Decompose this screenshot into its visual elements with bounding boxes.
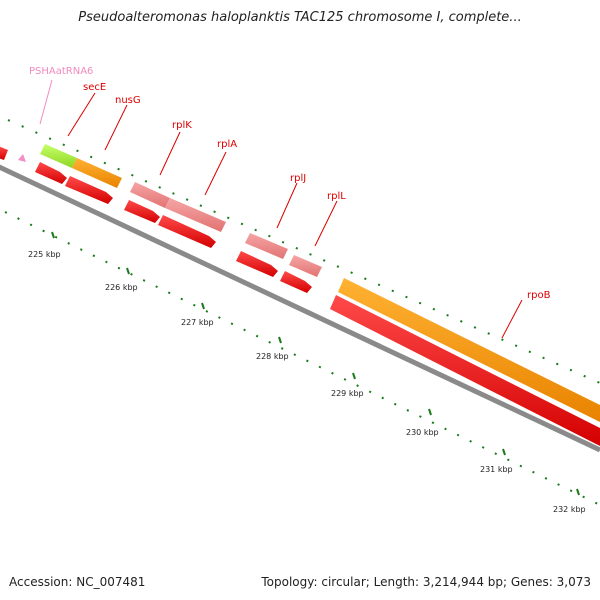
scale-label: 226 kbp (105, 283, 138, 292)
gene-label-secE[interactable]: secE (83, 82, 106, 93)
rplK-gene-feature[interactable] (130, 182, 170, 208)
map-title: Pseudoalteromonas haloplanktis TAC125 ch… (78, 10, 522, 25)
scale-label: 230 kbp (406, 428, 439, 437)
gene-label-rplJ[interactable]: rplJ (290, 173, 306, 184)
gene-label-rplL[interactable]: rplL (327, 191, 346, 202)
cds-track (0, 146, 600, 446)
gene-labels: PSHAatRNA6 secE nusG rplK rplA rplJ rplL… (29, 66, 551, 301)
accession-label: Accession: NC_007481 (9, 575, 146, 589)
scale-label: 231 kbp (480, 465, 513, 474)
scale-label: 227 kbp (181, 318, 214, 327)
rplK-cds-arrow[interactable] (124, 200, 160, 223)
nusG-cds-arrow[interactable] (65, 176, 113, 204)
gene-label-nusG[interactable]: nusG (115, 95, 141, 106)
gene-label-PSHAatRNA6[interactable]: PSHAatRNA6 (29, 66, 93, 77)
secE-gene-feature[interactable] (72, 158, 122, 188)
scale-label: 225 kbp (28, 250, 61, 259)
secE-cds-arrow[interactable] (35, 162, 67, 184)
gene-label-rplA[interactable]: rplA (217, 139, 237, 150)
scale-label: 228 kbp (256, 352, 289, 361)
outer-tick-track (7, 119, 600, 384)
gene-label-rplK[interactable]: rplK (172, 120, 192, 131)
cds-left-edge[interactable] (0, 146, 8, 160)
trna-arrow[interactable] (18, 154, 26, 162)
rplA-gene-feature[interactable] (165, 198, 226, 232)
genome-backbone (0, 164, 600, 453)
rplA-cds-arrow[interactable] (158, 215, 216, 248)
rpoB-cds-feature[interactable] (330, 295, 600, 446)
rplJ-cds-arrow[interactable] (236, 251, 278, 277)
psha-trna-feature[interactable] (40, 144, 77, 168)
scale-label: 229 kbp (331, 389, 364, 398)
scale-labels: 225 kbp 226 kbp 227 kbp 228 kbp 229 kbp … (28, 250, 586, 514)
topology-label: Topology: circular; Length: 3,214,944 bp… (261, 575, 591, 589)
rpoB-gene-feature[interactable] (338, 278, 600, 422)
rplL-cds-arrow[interactable] (280, 271, 312, 293)
rplL-gene-feature[interactable] (289, 255, 322, 277)
scale-major-ticks (51, 231, 580, 496)
inner-tick-track (4, 211, 600, 506)
gene-label-rpoB[interactable]: rpoB (527, 290, 551, 301)
callout-lines (39, 79, 523, 339)
rplJ-gene-feature[interactable] (245, 233, 288, 259)
scale-label: 232 kbp (553, 505, 586, 514)
